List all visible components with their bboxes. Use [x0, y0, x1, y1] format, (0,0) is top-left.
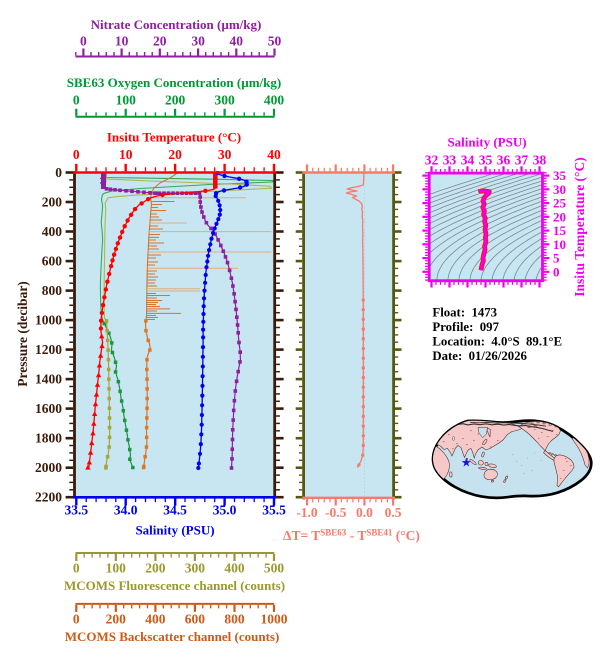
svg-text:37: 37 — [515, 153, 529, 168]
svg-text:0: 0 — [73, 612, 80, 627]
svg-text:300: 300 — [185, 561, 206, 576]
svg-text:400: 400 — [224, 561, 245, 576]
svg-text:SBE63 Oxygen Concentration (µm: SBE63 Oxygen Concentration (µm/kg) — [67, 75, 281, 90]
svg-text:35: 35 — [479, 153, 493, 168]
svg-text:Profile: 097: Profile: 097 — [432, 320, 499, 334]
svg-text:34: 34 — [461, 153, 475, 168]
svg-text:40: 40 — [230, 34, 244, 49]
svg-text:200: 200 — [165, 93, 186, 108]
svg-text:Date: 01/26/2026: Date: 01/26/2026 — [432, 349, 527, 363]
svg-text:100: 100 — [116, 93, 137, 108]
svg-text:Insitu Temperature (°C): Insitu Temperature (°C) — [572, 157, 587, 296]
svg-text:Pressure (decibar): Pressure (decibar) — [15, 281, 30, 387]
svg-text:30: 30 — [218, 147, 232, 162]
svg-text:600: 600 — [42, 254, 63, 269]
svg-text:10: 10 — [115, 34, 129, 49]
svg-text:15: 15 — [553, 223, 567, 238]
svg-text:0: 0 — [73, 93, 80, 108]
svg-text:400: 400 — [42, 224, 63, 239]
svg-text:-1.0: -1.0 — [296, 505, 318, 520]
svg-text:50: 50 — [268, 34, 282, 49]
svg-text:400: 400 — [145, 612, 166, 627]
svg-text:800: 800 — [224, 612, 245, 627]
svg-text:30: 30 — [191, 34, 205, 49]
svg-text:0: 0 — [73, 561, 80, 576]
svg-text:0: 0 — [55, 165, 62, 180]
svg-text:34.0: 34.0 — [114, 503, 138, 518]
svg-text:1800: 1800 — [35, 431, 62, 446]
svg-text:Location: 4.0°S 89.1°E: Location: 4.0°S 89.1°E — [432, 335, 562, 349]
svg-text:Nitrate Concentration (µm/kg): Nitrate Concentration (µm/kg) — [91, 17, 262, 32]
svg-text:1000: 1000 — [35, 313, 62, 328]
svg-text:0: 0 — [553, 264, 560, 279]
svg-text:ΔT= TSBE63 - TSBE41 (°C): ΔT= TSBE63 - TSBE41 (°C) — [283, 528, 420, 544]
svg-text:500: 500 — [264, 561, 285, 576]
svg-text:0.0: 0.0 — [356, 505, 373, 520]
svg-text:Salinity (PSU): Salinity (PSU) — [447, 135, 526, 150]
svg-text:200: 200 — [145, 561, 166, 576]
svg-text:2200: 2200 — [35, 490, 62, 505]
svg-text:Float: 1473: Float: 1473 — [432, 306, 497, 320]
svg-text:MCOMS Fluorescence channel (co: MCOMS Fluorescence channel (counts) — [64, 578, 285, 593]
svg-text:600: 600 — [185, 612, 206, 627]
svg-text:10: 10 — [553, 237, 566, 252]
svg-text:10: 10 — [119, 147, 133, 162]
svg-text:20: 20 — [168, 147, 182, 162]
svg-text:Salinity (PSU): Salinity (PSU) — [135, 523, 214, 538]
svg-text:33: 33 — [443, 153, 457, 168]
svg-text:1600: 1600 — [35, 401, 62, 416]
svg-text:32: 32 — [425, 153, 439, 168]
svg-text:36: 36 — [497, 153, 511, 168]
svg-text:0: 0 — [73, 147, 80, 162]
svg-text:35.0: 35.0 — [213, 503, 237, 518]
svg-text:1000: 1000 — [261, 612, 288, 627]
svg-text:200: 200 — [106, 612, 127, 627]
svg-text:-0.5: -0.5 — [325, 505, 347, 520]
svg-text:35.5: 35.5 — [262, 503, 286, 518]
svg-text:38: 38 — [533, 153, 547, 168]
svg-text:35: 35 — [553, 168, 567, 183]
svg-text:Insitu Temperature (°C): Insitu Temperature (°C) — [107, 130, 241, 145]
svg-text:25: 25 — [553, 196, 567, 211]
svg-text:33.5: 33.5 — [64, 503, 88, 518]
svg-text:1200: 1200 — [35, 342, 62, 357]
svg-text:MCOMS Backscatter channel (cou: MCOMS Backscatter channel (counts) — [65, 629, 280, 644]
svg-text:0.5: 0.5 — [385, 505, 402, 520]
svg-text:200: 200 — [42, 195, 63, 210]
svg-text:100: 100 — [106, 561, 127, 576]
svg-text:30: 30 — [553, 182, 566, 197]
svg-text:300: 300 — [214, 93, 235, 108]
svg-text:2000: 2000 — [35, 460, 62, 475]
svg-text:20: 20 — [153, 34, 167, 49]
svg-text:34.5: 34.5 — [163, 503, 187, 518]
svg-text:800: 800 — [42, 283, 63, 298]
svg-text:5: 5 — [553, 251, 560, 266]
svg-text:40: 40 — [267, 147, 281, 162]
svg-text:400: 400 — [264, 93, 285, 108]
svg-text:20: 20 — [553, 209, 566, 224]
svg-text:1400: 1400 — [35, 372, 62, 387]
svg-text:0: 0 — [80, 34, 87, 49]
